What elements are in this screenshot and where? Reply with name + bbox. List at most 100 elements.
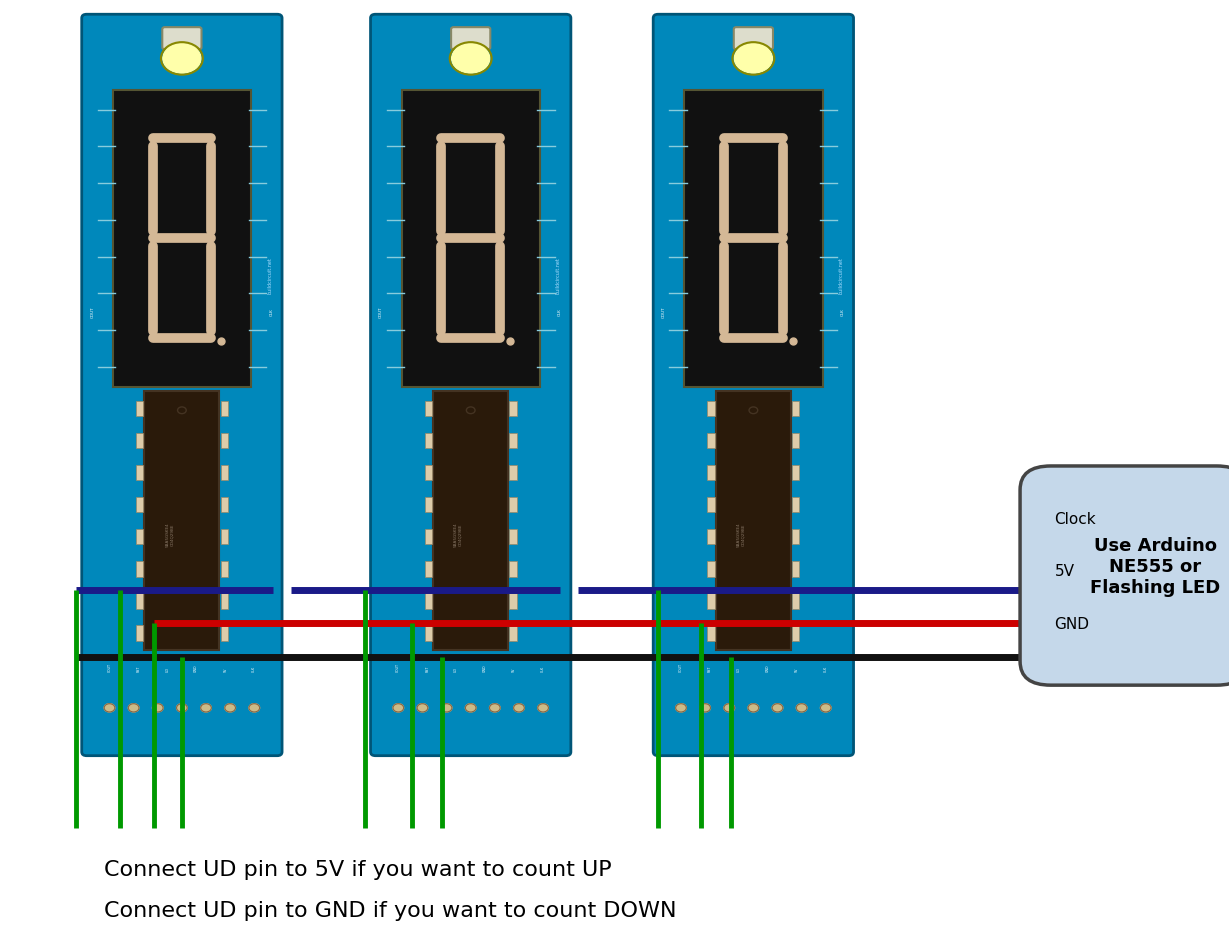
Circle shape (748, 704, 758, 712)
Text: GND: GND (1054, 616, 1089, 631)
FancyBboxPatch shape (220, 402, 227, 417)
FancyBboxPatch shape (717, 392, 790, 650)
FancyBboxPatch shape (136, 625, 144, 641)
FancyBboxPatch shape (434, 392, 508, 650)
Text: Connect UD pin to GND if you want to count DOWN: Connect UD pin to GND if you want to cou… (104, 900, 677, 920)
Circle shape (128, 704, 139, 712)
Circle shape (734, 45, 772, 74)
FancyBboxPatch shape (81, 15, 281, 756)
FancyBboxPatch shape (791, 466, 799, 481)
FancyBboxPatch shape (425, 498, 433, 513)
Circle shape (724, 704, 735, 712)
Text: UD: UD (166, 666, 170, 671)
Text: UD: UD (737, 666, 741, 671)
FancyBboxPatch shape (708, 625, 715, 641)
Text: RST: RST (136, 665, 140, 671)
FancyBboxPatch shape (402, 90, 540, 387)
FancyBboxPatch shape (162, 29, 202, 50)
FancyBboxPatch shape (509, 562, 516, 577)
Text: CLK: CLK (841, 308, 844, 316)
FancyBboxPatch shape (425, 562, 433, 577)
Circle shape (104, 704, 114, 712)
Text: GND: GND (766, 664, 769, 671)
Circle shape (225, 704, 236, 712)
FancyBboxPatch shape (425, 594, 433, 609)
FancyBboxPatch shape (708, 466, 715, 481)
FancyBboxPatch shape (509, 529, 516, 545)
Text: COUT: COUT (91, 307, 95, 318)
Text: GND: GND (483, 664, 487, 671)
FancyBboxPatch shape (734, 29, 773, 50)
Text: COUT: COUT (107, 663, 112, 671)
Circle shape (538, 704, 548, 712)
FancyBboxPatch shape (136, 529, 144, 545)
Text: COUT: COUT (662, 307, 666, 318)
Text: CLK: CLK (269, 308, 273, 316)
Circle shape (249, 704, 259, 712)
Text: 5BA5GSKE4
CD4Q29BE: 5BA5GSKE4 CD4Q29BE (455, 522, 462, 546)
FancyBboxPatch shape (1020, 466, 1229, 685)
FancyBboxPatch shape (220, 498, 227, 513)
Text: 5BA5GSKE4
CD4Q29BE: 5BA5GSKE4 CD4Q29BE (166, 522, 173, 546)
FancyBboxPatch shape (685, 90, 822, 387)
FancyBboxPatch shape (654, 15, 853, 756)
FancyBboxPatch shape (791, 594, 799, 609)
Circle shape (676, 704, 686, 712)
FancyBboxPatch shape (220, 433, 227, 448)
FancyBboxPatch shape (371, 15, 570, 756)
Circle shape (451, 45, 489, 74)
FancyBboxPatch shape (791, 529, 799, 545)
Text: COUT: COUT (396, 663, 401, 671)
Text: Clock: Clock (1054, 511, 1096, 526)
FancyBboxPatch shape (791, 625, 799, 641)
Circle shape (489, 704, 500, 712)
Text: 5V: 5V (512, 667, 516, 671)
Text: buildcircuit.net: buildcircuit.net (267, 257, 272, 294)
Text: CLK: CLK (541, 665, 546, 671)
Text: Use Arduino
NE555 or
Flashing LED: Use Arduino NE555 or Flashing LED (1090, 537, 1220, 596)
Text: COUT: COUT (380, 307, 383, 318)
Circle shape (162, 45, 202, 74)
Circle shape (821, 704, 831, 712)
Text: COUT: COUT (678, 663, 683, 671)
Text: RST: RST (425, 665, 429, 671)
FancyBboxPatch shape (220, 625, 227, 641)
FancyBboxPatch shape (509, 594, 516, 609)
Text: RST: RST (708, 665, 712, 671)
Circle shape (699, 704, 710, 712)
FancyBboxPatch shape (791, 402, 799, 417)
FancyBboxPatch shape (136, 562, 144, 577)
Circle shape (514, 704, 525, 712)
Text: 5V: 5V (795, 667, 799, 671)
Circle shape (200, 704, 211, 712)
Circle shape (466, 704, 476, 712)
Text: 5BA5GSKE4
CD4Q29BE: 5BA5GSKE4 CD4Q29BE (737, 522, 745, 546)
FancyBboxPatch shape (791, 562, 799, 577)
FancyBboxPatch shape (136, 402, 144, 417)
FancyBboxPatch shape (136, 594, 144, 609)
Text: CLK: CLK (252, 665, 257, 671)
Text: GND: GND (194, 664, 198, 671)
FancyBboxPatch shape (708, 498, 715, 513)
Circle shape (772, 704, 783, 712)
FancyBboxPatch shape (220, 594, 227, 609)
FancyBboxPatch shape (136, 466, 144, 481)
Text: 5V: 5V (224, 667, 227, 671)
FancyBboxPatch shape (425, 402, 433, 417)
FancyBboxPatch shape (425, 433, 433, 448)
FancyBboxPatch shape (708, 594, 715, 609)
Text: Connect UD pin to 5V if you want to count UP: Connect UD pin to 5V if you want to coun… (104, 859, 612, 879)
Text: CLK: CLK (823, 665, 828, 671)
FancyBboxPatch shape (425, 466, 433, 481)
FancyBboxPatch shape (791, 498, 799, 513)
Text: 5V: 5V (1054, 564, 1074, 579)
FancyBboxPatch shape (708, 562, 715, 577)
FancyBboxPatch shape (425, 529, 433, 545)
FancyBboxPatch shape (145, 392, 219, 650)
Text: CLK: CLK (558, 308, 562, 316)
Circle shape (417, 704, 428, 712)
FancyBboxPatch shape (220, 466, 227, 481)
FancyBboxPatch shape (509, 433, 516, 448)
FancyBboxPatch shape (791, 433, 799, 448)
Text: buildcircuit.net: buildcircuit.net (838, 257, 843, 294)
